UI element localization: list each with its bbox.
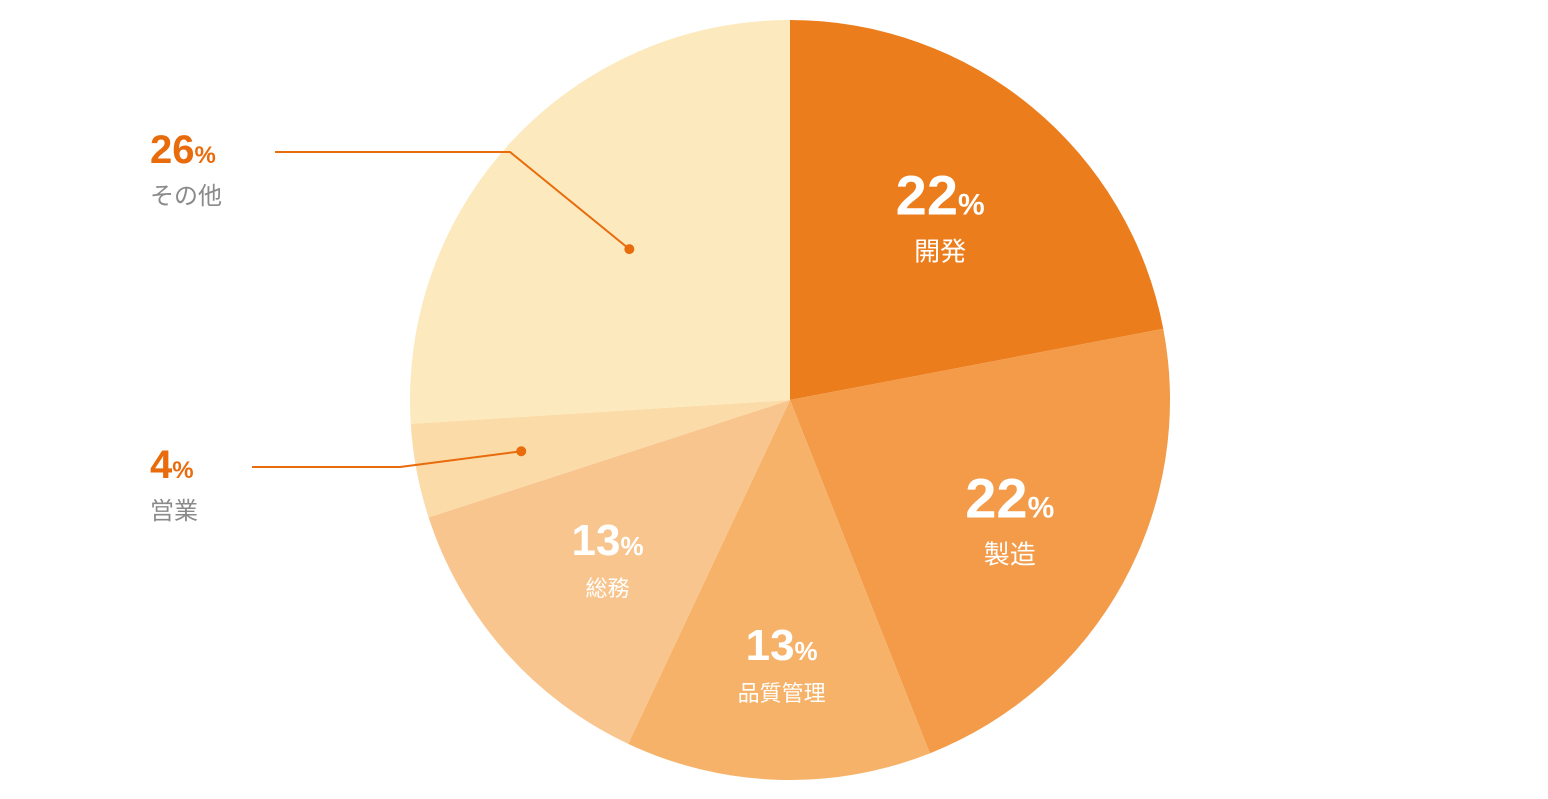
external-label: 4% 営業	[150, 445, 198, 526]
external-name: その他	[150, 176, 222, 211]
external-label: 26% その他	[150, 130, 222, 211]
external-name: 営業	[150, 491, 198, 526]
pie-chart	[410, 20, 1170, 780]
percent-symbol: %	[195, 142, 216, 169]
external-percent-value: 26	[150, 128, 195, 172]
external-percent-value: 4	[150, 443, 172, 487]
pie-slice	[410, 20, 790, 424]
chart-stage: 22%開発22%製造13%品質管理13%総務26%その他4%営業	[0, 0, 1548, 799]
percent-symbol: %	[172, 457, 193, 484]
